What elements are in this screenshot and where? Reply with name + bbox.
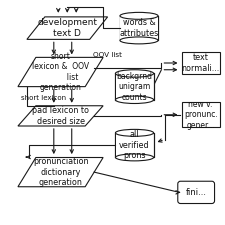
Ellipse shape bbox=[120, 37, 158, 44]
Polygon shape bbox=[18, 158, 103, 187]
Ellipse shape bbox=[115, 96, 154, 104]
Ellipse shape bbox=[115, 154, 154, 161]
Text: words &
attributes: words & attributes bbox=[119, 18, 159, 38]
Bar bbox=[182, 102, 220, 127]
Bar bbox=[116, 133, 153, 158]
Bar bbox=[120, 16, 158, 40]
Text: fini...: fini... bbox=[186, 188, 207, 197]
Text: OOV list: OOV list bbox=[93, 52, 122, 58]
Text: development
text D: development text D bbox=[37, 18, 97, 38]
Bar bbox=[182, 52, 220, 74]
Ellipse shape bbox=[115, 70, 154, 77]
Bar bbox=[120, 16, 158, 40]
Text: short lexicon: short lexicon bbox=[21, 95, 66, 101]
Bar bbox=[116, 73, 153, 100]
Polygon shape bbox=[18, 57, 103, 87]
Bar bbox=[115, 133, 154, 158]
FancyBboxPatch shape bbox=[178, 181, 215, 203]
Ellipse shape bbox=[115, 129, 154, 136]
Text: backgrnd
unigram
counts: backgrnd unigram counts bbox=[117, 72, 153, 101]
Polygon shape bbox=[18, 106, 103, 126]
Text: pronunciation
dictionary
generation: pronunciation dictionary generation bbox=[33, 157, 88, 187]
Polygon shape bbox=[27, 17, 108, 39]
Text: pad lexicon to
desired size: pad lexicon to desired size bbox=[32, 106, 89, 126]
Bar bbox=[115, 73, 154, 100]
Text: new v.
pronunc.
gener...: new v. pronunc. gener... bbox=[184, 100, 218, 130]
Text: text
normali...: text normali... bbox=[182, 53, 220, 73]
Text: short
lexicon &  OOV
          list
generation: short lexicon & OOV list generation bbox=[32, 52, 89, 92]
Ellipse shape bbox=[120, 12, 158, 19]
Text: all
verified
prons: all verified prons bbox=[119, 130, 150, 160]
